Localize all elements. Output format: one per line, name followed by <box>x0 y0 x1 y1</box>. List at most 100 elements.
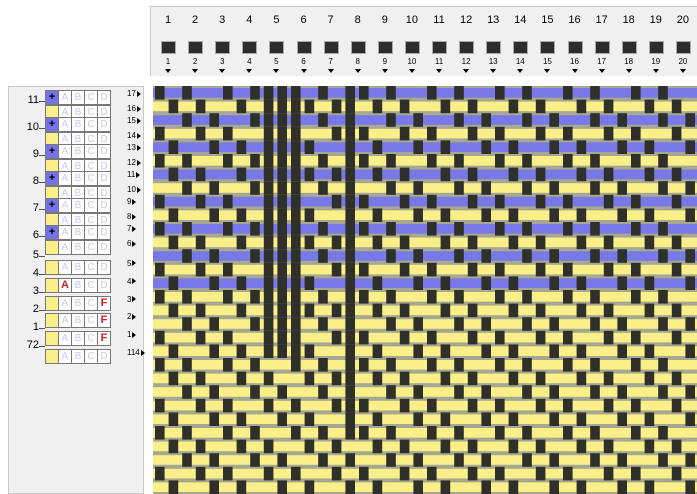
column-dropdown-arrow-icon[interactable] <box>408 69 415 73</box>
row-cell[interactable]: + <box>45 116 59 132</box>
row-arrow-icon[interactable] <box>136 90 141 97</box>
row-box[interactable]: + A B C D <box>45 197 111 213</box>
row-cell[interactable]: D <box>97 170 111 186</box>
row-cell[interactable]: A <box>58 116 72 132</box>
column-treadle-box[interactable] <box>215 41 231 54</box>
column-dropdown-arrow-icon[interactable] <box>544 69 551 73</box>
column-treadle-box[interactable] <box>648 41 664 54</box>
column-dropdown-arrow-icon[interactable] <box>273 69 280 73</box>
row-cell[interactable]: D <box>97 224 111 240</box>
column-dropdown-arrow-icon[interactable] <box>354 69 361 73</box>
row-cell[interactable]: B <box>71 116 85 132</box>
row-arrow-icon[interactable] <box>132 260 137 267</box>
column-treadle-box[interactable] <box>459 41 475 54</box>
row-cell[interactable]: F <box>97 313 111 329</box>
row-cell[interactable]: C <box>84 349 98 365</box>
column-treadle-box[interactable] <box>269 41 285 54</box>
column-treadle-box[interactable] <box>296 41 312 54</box>
row-cell[interactable]: D <box>97 239 111 255</box>
row-cell[interactable]: D <box>97 143 111 159</box>
row-arrow-icon[interactable] <box>136 186 141 193</box>
row-arrow-icon[interactable] <box>132 314 137 321</box>
row-cell[interactable] <box>45 277 59 293</box>
row-cell[interactable]: + <box>45 143 59 159</box>
column-treadle-box[interactable] <box>486 41 502 54</box>
column-dropdown-arrow-icon[interactable] <box>381 69 388 73</box>
row-cell[interactable] <box>45 349 59 365</box>
column-dropdown-arrow-icon[interactable] <box>192 69 199 73</box>
row-cell[interactable]: A <box>58 349 72 365</box>
column-dropdown-arrow-icon[interactable] <box>490 69 497 73</box>
column-dropdown-arrow-icon[interactable] <box>517 69 524 73</box>
row-cell[interactable]: B <box>71 259 85 275</box>
row-arrow-icon[interactable] <box>132 332 137 339</box>
row-cell[interactable]: C <box>84 90 98 105</box>
row-arrow-icon[interactable] <box>136 105 141 112</box>
row-cell[interactable]: C <box>84 331 98 347</box>
column-dropdown-arrow-icon[interactable] <box>463 69 470 73</box>
row-cell[interactable]: F <box>97 331 111 347</box>
column-dropdown-arrow-icon[interactable] <box>436 69 442 73</box>
row-box[interactable]: + A B C D <box>45 224 111 240</box>
row-arrow-icon[interactable] <box>132 296 137 303</box>
column-dropdown-arrow-icon[interactable] <box>327 69 334 73</box>
row-cell[interactable]: A <box>58 143 72 159</box>
row-cell[interactable]: A <box>58 90 72 105</box>
row-cell[interactable]: D <box>97 277 111 293</box>
row-cell[interactable]: A <box>58 239 72 255</box>
row-cell[interactable]: B <box>71 170 85 186</box>
row-arrow-icon[interactable] <box>136 144 141 151</box>
row-cell[interactable]: D <box>97 349 111 365</box>
row-arrow-icon[interactable] <box>132 278 137 285</box>
row-cell[interactable]: C <box>84 295 98 311</box>
row-box[interactable]: + A B C D <box>45 116 111 132</box>
row-cell[interactable]: A <box>58 170 72 186</box>
row-arrow-icon[interactable] <box>136 132 141 139</box>
row-cell[interactable]: B <box>71 197 85 213</box>
row-cell[interactable]: + <box>45 170 59 186</box>
row-cell[interactable]: D <box>97 197 111 213</box>
column-dropdown-arrow-icon[interactable] <box>625 69 632 73</box>
row-cell[interactable]: C <box>84 170 98 186</box>
column-treadle-box[interactable] <box>567 41 583 54</box>
row-arrow-icon[interactable] <box>136 159 141 166</box>
row-cell[interactable]: D <box>97 116 111 132</box>
row-cell[interactable]: B <box>71 331 85 347</box>
row-arrow-icon[interactable] <box>140 350 145 357</box>
row-cell[interactable]: + <box>45 224 59 240</box>
column-treadle-box[interactable] <box>323 41 339 54</box>
row-cell[interactable] <box>45 259 59 275</box>
column-treadle-box[interactable] <box>432 41 447 54</box>
row-cell[interactable]: + <box>45 197 59 213</box>
column-treadle-box[interactable] <box>404 41 420 54</box>
row-cell[interactable]: B <box>71 349 85 365</box>
row-arrow-icon[interactable] <box>132 198 137 205</box>
row-arrow-icon[interactable] <box>132 225 137 232</box>
column-treadle-box[interactable] <box>350 41 366 54</box>
row-cell[interactable]: C <box>84 143 98 159</box>
row-cell[interactable]: C <box>84 277 98 293</box>
row-arrow-icon[interactable] <box>136 117 141 124</box>
weave-drawdown[interactable] <box>153 86 697 494</box>
row-box[interactable]: + A B C D <box>45 90 111 105</box>
row-cell[interactable]: C <box>84 259 98 275</box>
row-cell[interactable]: B <box>71 224 85 240</box>
row-cell[interactable]: A <box>58 197 72 213</box>
column-dropdown-arrow-icon[interactable] <box>571 69 578 73</box>
row-arrow-icon[interactable] <box>136 171 141 178</box>
column-treadle-box[interactable] <box>161 41 176 54</box>
column-treadle-box[interactable] <box>377 41 393 54</box>
row-cell[interactable]: C <box>84 313 98 329</box>
row-cell[interactable]: C <box>84 197 98 213</box>
row-cell[interactable]: F <box>97 295 111 311</box>
row-cell[interactable] <box>45 313 59 329</box>
